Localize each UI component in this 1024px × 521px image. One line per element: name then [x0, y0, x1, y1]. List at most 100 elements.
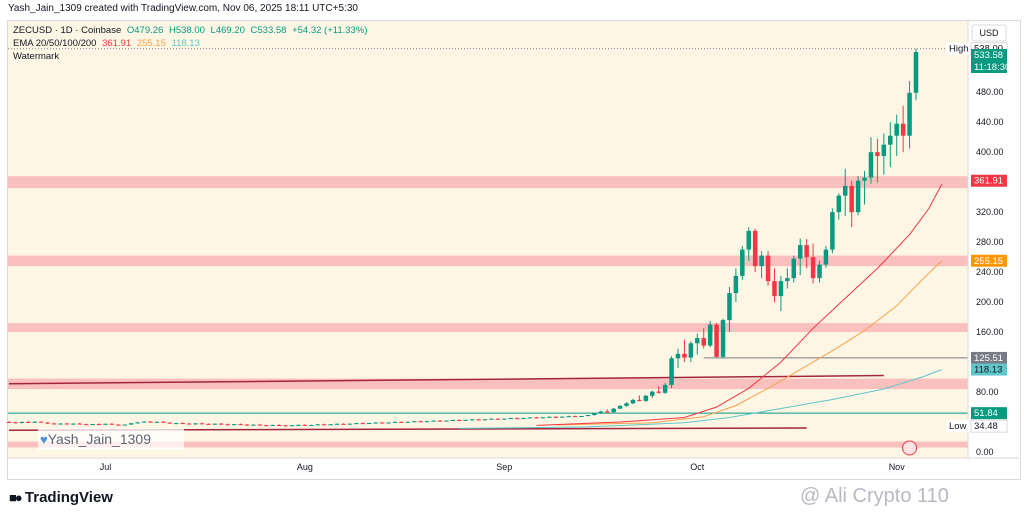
- candle-body: [334, 423, 340, 425]
- candle-body: [553, 416, 559, 418]
- candle: [707, 320, 713, 348]
- legend-ema50: 255.15: [136, 38, 166, 49]
- candle: [598, 410, 604, 414]
- candle-body: [675, 353, 681, 359]
- price-tag-time: 11:18:30: [974, 62, 1010, 73]
- candle: [540, 417, 546, 419]
- candle: [823, 245, 829, 268]
- candle-body: [444, 420, 449, 422]
- candle-body: [128, 423, 134, 425]
- y-tick-label: 240.00: [976, 267, 1004, 277]
- candle-body: [592, 413, 597, 416]
- ema100-line: [459, 369, 942, 429]
- candle-body: [437, 420, 443, 422]
- candle: [399, 421, 404, 423]
- tv-mark-icon: ■●: [9, 490, 23, 505]
- candle: [830, 208, 835, 254]
- candle: [116, 424, 121, 426]
- candle: [842, 168, 848, 216]
- candle: [276, 424, 282, 426]
- candle-body: [701, 338, 706, 346]
- candle-body: [476, 419, 481, 421]
- candle-body: [527, 417, 533, 419]
- candle: [688, 341, 694, 363]
- candle-body: [32, 421, 37, 423]
- candle-body: [135, 422, 140, 424]
- legend-ema100: 118.13: [171, 38, 200, 49]
- candle: [32, 421, 37, 423]
- candle-body: [682, 353, 687, 358]
- candle: [701, 328, 706, 349]
- candle: [527, 417, 533, 419]
- candle-body: [630, 399, 636, 404]
- price-tag-value: 51.84: [974, 408, 998, 419]
- candle: [579, 415, 584, 418]
- candle: [662, 383, 668, 394]
- candle-body: [502, 418, 507, 420]
- candle-body: [720, 320, 726, 357]
- candle-body: [727, 293, 732, 321]
- candle-body: [469, 419, 475, 421]
- price-tag: [971, 363, 1007, 376]
- ema20-line: [536, 184, 943, 426]
- candle-body: [392, 421, 398, 423]
- candle: [463, 419, 468, 421]
- candle: [656, 386, 661, 394]
- candle: [135, 421, 140, 424]
- candle-body: [508, 418, 513, 420]
- candle: [103, 423, 108, 426]
- candle-body: [296, 424, 301, 426]
- candle-body: [894, 123, 899, 136]
- candle-body: [746, 230, 752, 250]
- candle-body: [122, 424, 128, 426]
- candle-body: [656, 391, 661, 393]
- price-tag-prefix-bg: [946, 420, 970, 433]
- candle-body: [186, 423, 192, 425]
- zone-10: [8, 441, 968, 448]
- candle: [900, 105, 906, 153]
- candle-body: [842, 185, 848, 196]
- price-tag-value: 125.51: [974, 353, 1003, 364]
- y-tick-label: 440.00: [976, 117, 1004, 127]
- candle: [604, 409, 610, 413]
- candle-body: [759, 255, 764, 267]
- currency-box: [971, 24, 1007, 42]
- candle: [502, 418, 507, 420]
- candle-body: [817, 264, 822, 279]
- candle: [289, 425, 295, 427]
- candle: [720, 318, 726, 359]
- candle: [810, 243, 816, 284]
- candle: [675, 348, 681, 369]
- tv-logo-text: TradingView: [24, 489, 113, 506]
- tradingview-logo[interactable]: ■● TradingView: [9, 489, 113, 506]
- candle-body: [366, 422, 372, 424]
- candle: [476, 418, 481, 421]
- price-tag-prefix: Low: [949, 421, 967, 432]
- candle: [341, 423, 346, 425]
- candle-body: [418, 421, 423, 423]
- candle-body: [424, 421, 430, 423]
- candle: [51, 422, 57, 425]
- y-tick-label: 200.00: [976, 297, 1004, 307]
- zone-360: [8, 176, 968, 189]
- candle: [740, 245, 745, 280]
- candle-body: [347, 423, 353, 425]
- price-tag-value: 255.15: [974, 256, 1003, 267]
- candle-body: [6, 422, 12, 424]
- candle: [630, 398, 636, 405]
- candle-body: [804, 245, 809, 258]
- candle-body: [765, 255, 771, 282]
- candle: [643, 394, 649, 402]
- candle-body: [643, 395, 649, 401]
- candle: [199, 422, 205, 425]
- candle-body: [637, 399, 642, 401]
- candle: [418, 420, 423, 423]
- price-tag: [971, 407, 1007, 420]
- x-tick-label: Jul: [100, 462, 112, 472]
- candle-body: [823, 249, 829, 265]
- candle-body: [540, 417, 546, 419]
- candle: [283, 424, 288, 427]
- heart-icon: ♥: [40, 432, 48, 447]
- candle-body: [45, 422, 50, 424]
